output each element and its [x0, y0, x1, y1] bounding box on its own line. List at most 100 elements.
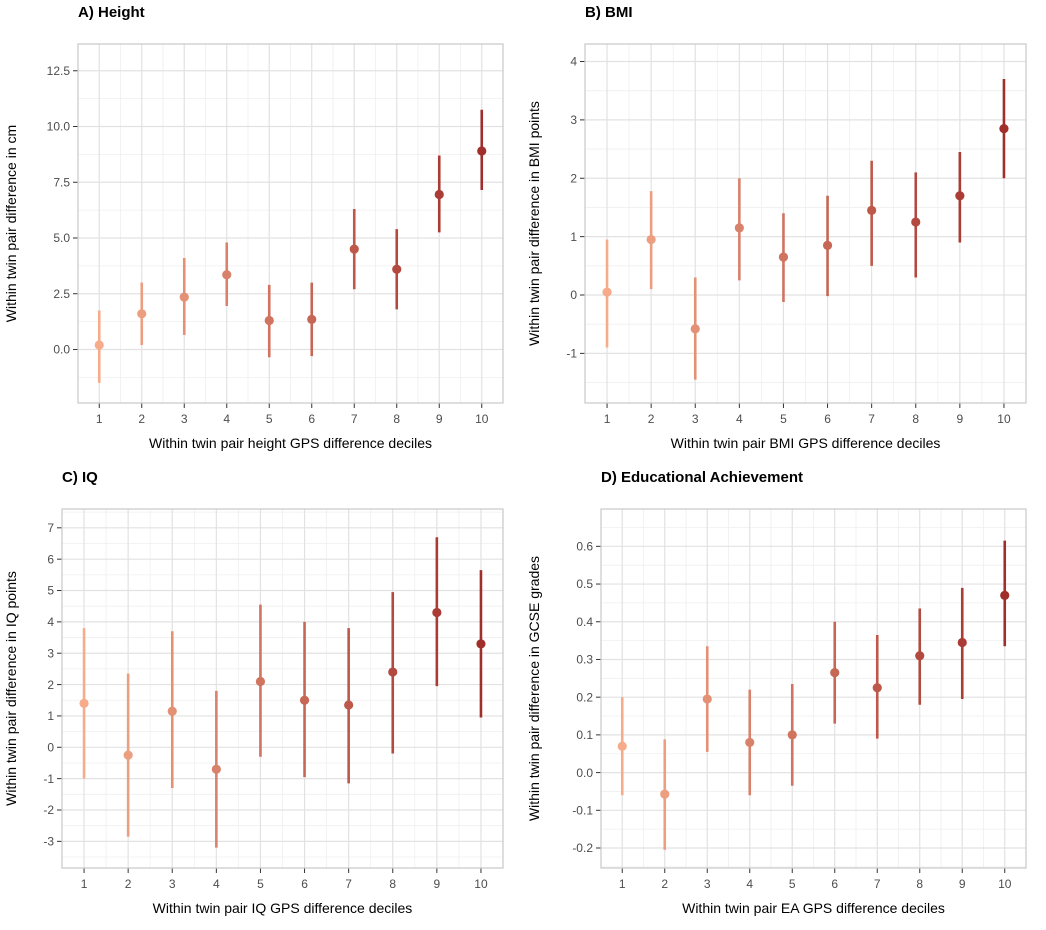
data-point [477, 146, 487, 156]
data-point [79, 698, 89, 708]
x-tick-label: 2 [661, 877, 668, 891]
data-point [388, 667, 398, 677]
chart-a-height-canvas: 0.0 2.5 5.0 7.5 10.0 12.5 1 2 3 4 5 6 7 8 9 10 Within tw… [3, 43, 504, 451]
data-point [179, 292, 189, 302]
y-tick-label: -1 [43, 772, 54, 786]
data-point [344, 700, 354, 710]
x-axis-title: Within twin pair IQ GPS difference decil… [153, 900, 413, 916]
data-point [255, 676, 266, 687]
data-point [660, 789, 670, 799]
data-point [476, 639, 486, 649]
x-tick-label: 4 [223, 412, 230, 426]
data-point [646, 234, 656, 245]
data-point [702, 694, 712, 704]
x-tick-label: 2 [138, 412, 145, 426]
y-axis-title: Within twin pair difference in GCSE grad… [526, 556, 542, 821]
x-axis-title: Within twin pair height GPS difference d… [149, 435, 432, 451]
y-tick-label: 4 [47, 615, 54, 629]
panel-a-height: 0.0 2.5 5.0 7.5 10.0 12.5 1 2 3 4 5 6 7 8 9 10 Within tw… [0, 0, 523, 465]
x-tick-label: 7 [868, 412, 875, 426]
x-tick-label: 5 [266, 412, 273, 426]
x-tick-label: 6 [308, 412, 315, 426]
x-tick-label: 4 [213, 877, 220, 891]
data-point [830, 668, 840, 678]
panel-border [61, 508, 504, 869]
y-tick-label: 6 [47, 552, 54, 566]
y-axis-title: Within twin pair difference in BMI point… [526, 101, 542, 346]
y-tick-label: 5.0 [53, 231, 70, 245]
y-tick-label: 4 [570, 55, 577, 69]
x-tick-label: 5 [780, 412, 787, 426]
x-tick-label: 8 [389, 877, 396, 891]
y-tick-label: 0.4 [576, 615, 593, 629]
data-point [264, 315, 274, 326]
x-tick-label: 9 [436, 412, 443, 426]
x-tick-label: 7 [345, 877, 352, 891]
y-tick-label: 0.2 [576, 690, 593, 704]
x-tick-label: 10 [997, 412, 1011, 426]
data-point [299, 695, 310, 705]
x-tick-label: 2 [648, 412, 655, 426]
data-point [911, 217, 921, 227]
data-point [1000, 590, 1010, 600]
x-tick-label: 5 [257, 877, 264, 891]
y-tick-label: 3 [47, 646, 54, 660]
x-tick-label: 7 [351, 412, 358, 426]
data-point [94, 340, 104, 350]
panel-d-ea: -0.2 -0.1 0.0 0.1 0.2 0.3 0.4 0.5 0.6 1 2 3 4 5 6 7 8 9 10… [523, 465, 1046, 930]
x-axis-title: Within twin pair EA GPS difference decil… [682, 900, 945, 916]
x-tick-label: 6 [831, 877, 838, 891]
x-tick-label: 4 [746, 877, 753, 891]
x-tick-label: 1 [604, 412, 611, 426]
x-tick-label: 1 [81, 877, 88, 891]
panel-border [600, 508, 1027, 869]
y-tick-label: 0.0 [576, 766, 593, 780]
x-tick-label: 3 [692, 412, 699, 426]
x-tick-label: 10 [475, 412, 489, 426]
data-point [999, 124, 1009, 134]
y-tick-label: 3 [570, 113, 577, 127]
y-tick-label: 0 [570, 288, 577, 302]
y-tick-label: 12.5 [47, 64, 71, 78]
data-point [123, 750, 133, 760]
y-tick-label: -0.1 [572, 804, 593, 818]
x-tick-label: 9 [957, 412, 964, 426]
data-point [349, 244, 359, 254]
y-tick-label: 10.0 [47, 120, 71, 134]
data-point [690, 324, 700, 334]
y-tick-label: 1 [47, 709, 54, 723]
y-tick-label: -1 [566, 347, 577, 361]
y-tick-label: 2.5 [53, 287, 70, 301]
data-point [822, 240, 833, 250]
data-point [915, 651, 925, 661]
chart-b-bmi-canvas: -1 0 1 2 3 4 1 2 3 4 5 6 7 8 9 10 Within twin pair BMI G… [526, 43, 1027, 451]
y-tick-label: 0 [47, 740, 54, 754]
data-point [867, 205, 877, 215]
x-tick-label: 3 [704, 877, 711, 891]
data-point [211, 764, 221, 774]
y-tick-label: 2 [570, 171, 577, 185]
data-point [602, 287, 612, 297]
x-tick-label: 4 [736, 412, 743, 426]
data-point [167, 706, 177, 716]
panel-border [584, 43, 1027, 404]
x-tick-label: 9 [959, 877, 966, 891]
data-point [955, 191, 965, 201]
y-tick-label: -2 [43, 803, 54, 817]
data-point [137, 309, 147, 319]
data-point [787, 730, 797, 740]
x-tick-label: 5 [789, 877, 796, 891]
y-axis-title: Within twin pair difference in cm [3, 125, 19, 322]
data-point [222, 270, 232, 280]
panel-b-bmi: -1 0 1 2 3 4 1 2 3 4 5 6 7 8 9 10 Within twin pair BMI G… [523, 0, 1046, 465]
data-point [778, 252, 789, 262]
panel-title-c: C) IQ [62, 469, 98, 486]
y-tick-label: -0.2 [572, 841, 593, 855]
data-point [617, 741, 627, 751]
x-tick-label: 3 [169, 877, 176, 891]
data-point [392, 264, 402, 274]
x-tick-label: 1 [96, 412, 103, 426]
x-tick-label: 3 [181, 412, 188, 426]
panel-c-iq: -3 -2 -1 0 1 2 3 4 5 6 7 1 2 3 4 5 6 7 8 9 10 Within twin pai… [0, 465, 523, 930]
panel-title-b: B) BMI [585, 4, 633, 21]
